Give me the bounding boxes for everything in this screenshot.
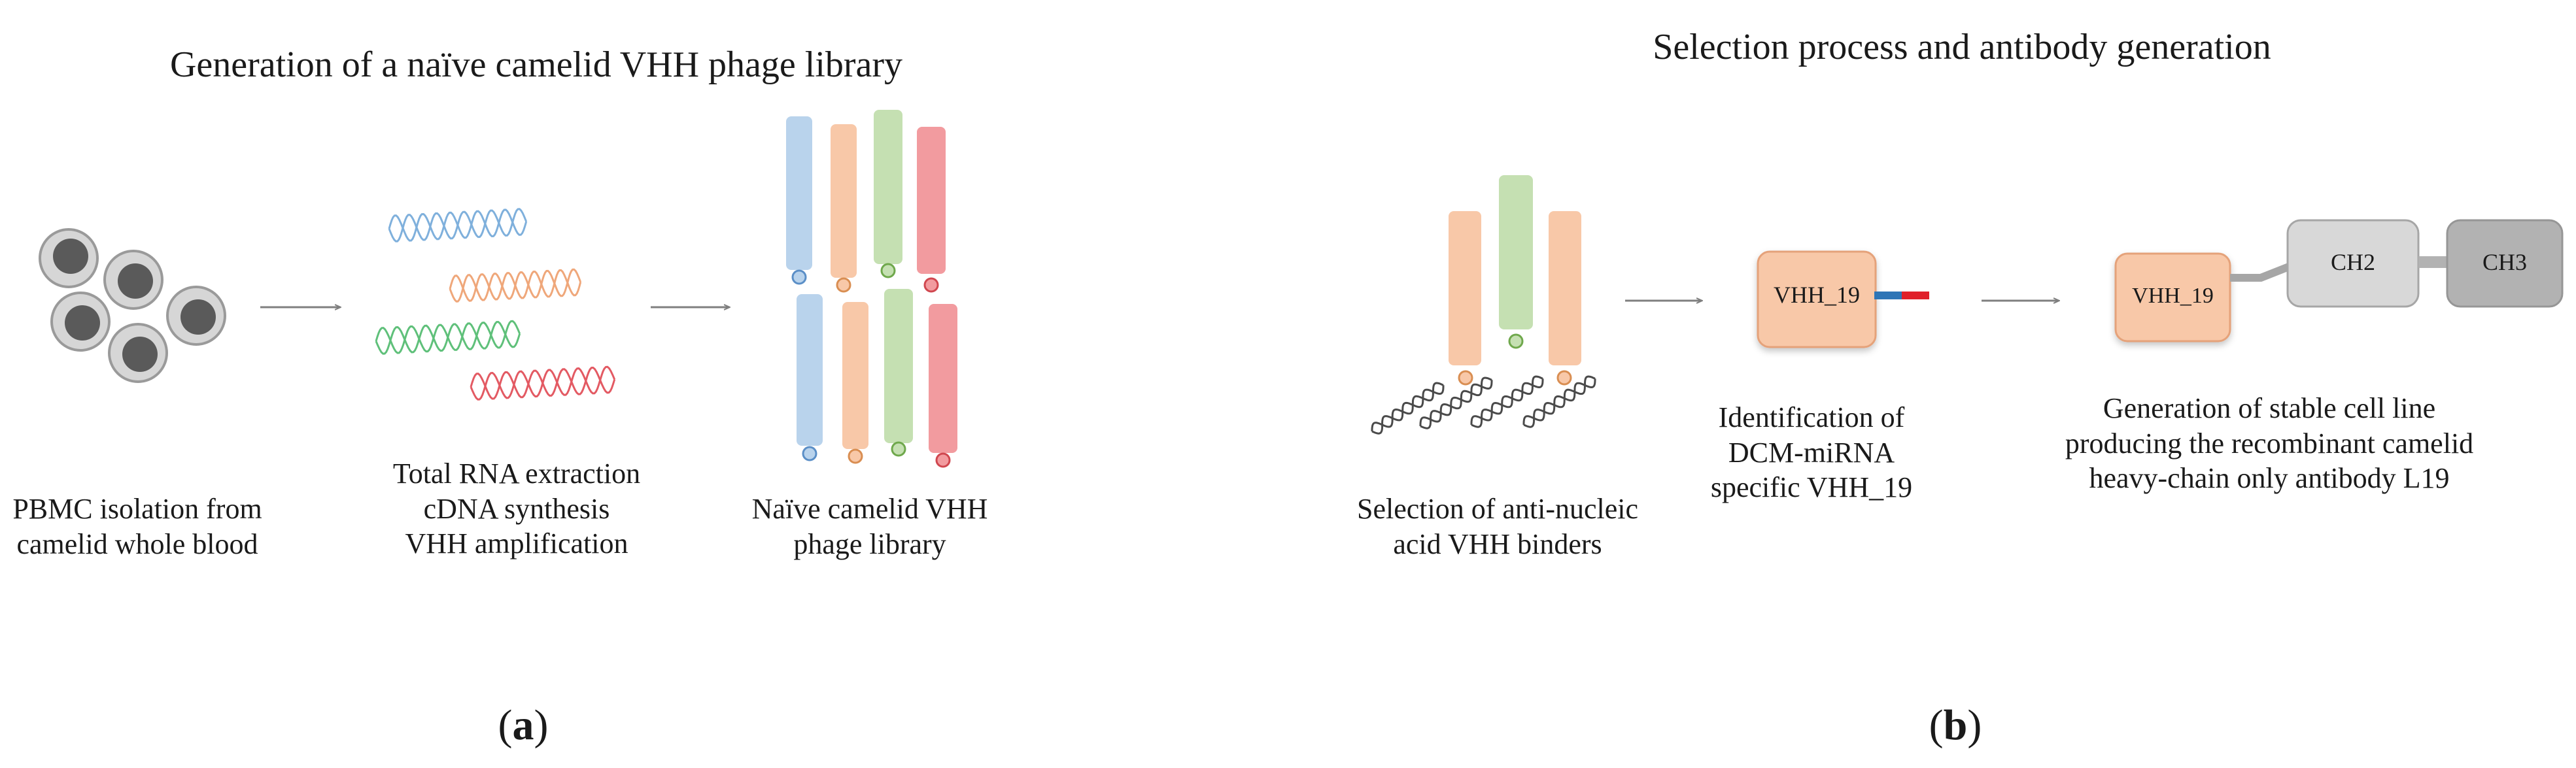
- vhh-identified: [1757, 250, 1929, 348]
- vhh-binders: [1449, 175, 1581, 386]
- panel-b-label: (b): [1929, 701, 1982, 749]
- ch3-label: CH3: [2482, 249, 2527, 275]
- phage-library: [786, 110, 957, 468]
- vhh-label: VHH_19: [2132, 284, 2214, 308]
- cell-icon: [103, 250, 163, 310]
- caption-generation: Generation of stable cell line producing…: [2065, 392, 2474, 495]
- panel-a-label: (a): [498, 701, 549, 749]
- ch3-domain: [2446, 219, 2564, 308]
- linker: [2418, 256, 2448, 268]
- phage-green: [884, 289, 913, 457]
- phage-blue: [797, 294, 823, 461]
- caption-selection: Selection of anti-nucleic acid VHH binde…: [1356, 493, 1639, 560]
- dna-helix-green: [375, 320, 521, 355]
- dna-helix-red: [470, 365, 616, 401]
- cell-icon: [50, 292, 111, 352]
- nucleic-acid-helix: [1470, 375, 1544, 428]
- nucleic-acid-helix: [1371, 382, 1445, 435]
- binder-orange: [1549, 211, 1581, 386]
- phage-red: [917, 127, 946, 293]
- nucleic-acid-helix: [1419, 376, 1493, 429]
- dna-helices: [375, 208, 616, 401]
- caption-library: Naïve camelid VHH phage library: [751, 493, 988, 560]
- pbmc-cells: [39, 228, 226, 383]
- binder-green: [1499, 175, 1533, 349]
- panel-a-title: Generation of a naïve camelid VHH phage …: [169, 44, 903, 85]
- phage-orange: [831, 124, 857, 293]
- panel-b-title: Selection process and antibody generatio…: [1653, 27, 2271, 67]
- cell-icon: [166, 286, 226, 346]
- hinge: [2230, 263, 2291, 282]
- phage-red: [929, 304, 957, 468]
- nucleic-acid-helix: [1522, 375, 1596, 428]
- vhh-label: VHH_19: [1774, 282, 1860, 308]
- antibody-l19: [2114, 219, 2564, 342]
- tag-red: [1902, 292, 1929, 299]
- ch2-label: CH2: [2330, 249, 2375, 275]
- caption-pbmc: PBMC isolation from camelid whole blood: [12, 493, 262, 560]
- dna-helix-blue: [388, 208, 528, 242]
- caption-identification: Identification of DCM-miRNA specific VHH…: [1710, 401, 1913, 504]
- vhh-domain: [2114, 252, 2231, 342]
- phage-green: [874, 110, 902, 278]
- phage-orange: [842, 302, 868, 464]
- cell-icon: [108, 323, 168, 383]
- dna-helix-orange: [449, 268, 582, 303]
- cell-icon: [39, 228, 99, 288]
- caption-rna: Total RNA extraction cDNA synthesis VHH …: [392, 458, 641, 560]
- phage-blue: [786, 116, 812, 285]
- binder-orange: [1449, 211, 1481, 386]
- nucleic-acid-strands: [1371, 375, 1596, 435]
- tag-blue: [1874, 292, 1902, 299]
